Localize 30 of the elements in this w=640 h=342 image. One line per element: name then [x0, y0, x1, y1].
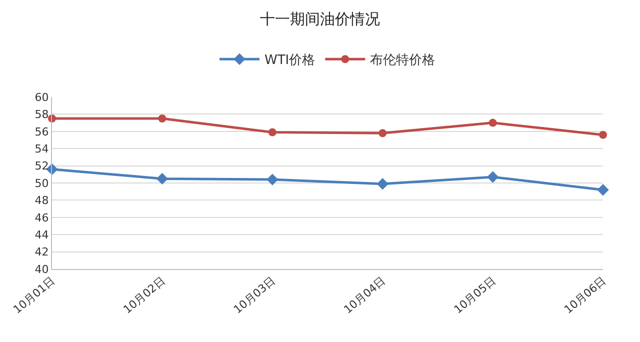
x-tick-label: 10月04日	[341, 274, 388, 316]
chart-title: 十一期间油价情况	[260, 10, 380, 28]
point	[599, 130, 607, 139]
legend-label: 布伦特价格	[370, 53, 436, 68]
y-tick-label: 56	[34, 125, 49, 138]
y-tick-label: 44	[34, 228, 49, 242]
y-tick-label: 42	[34, 246, 49, 259]
point	[597, 184, 609, 196]
y-tick-label: 60	[34, 90, 49, 104]
legend-label: WTI价格	[264, 53, 316, 68]
x-tick-label: 10月05日	[452, 274, 498, 316]
point	[158, 114, 166, 122]
point	[266, 174, 278, 186]
x-tick-label: 10月06日	[562, 274, 608, 316]
y-tick-label: 52	[34, 160, 49, 173]
y-tick-label: 50	[34, 176, 49, 190]
x-tick-label: 10月02日	[121, 274, 168, 316]
y-tick-label: 54	[34, 142, 49, 156]
y-tick-label: 46	[34, 211, 49, 224]
x-tick-label: 10月03日	[231, 274, 278, 316]
point	[378, 129, 387, 138]
point	[156, 172, 168, 185]
point	[486, 171, 499, 183]
x-tick-label: 10月01日	[10, 274, 58, 316]
y-tick-label: 40	[34, 262, 49, 276]
point	[268, 128, 276, 136]
point	[488, 118, 497, 127]
y-tick-label: 58	[34, 108, 49, 122]
point	[376, 178, 388, 190]
y-tick-label: 48	[34, 194, 49, 208]
